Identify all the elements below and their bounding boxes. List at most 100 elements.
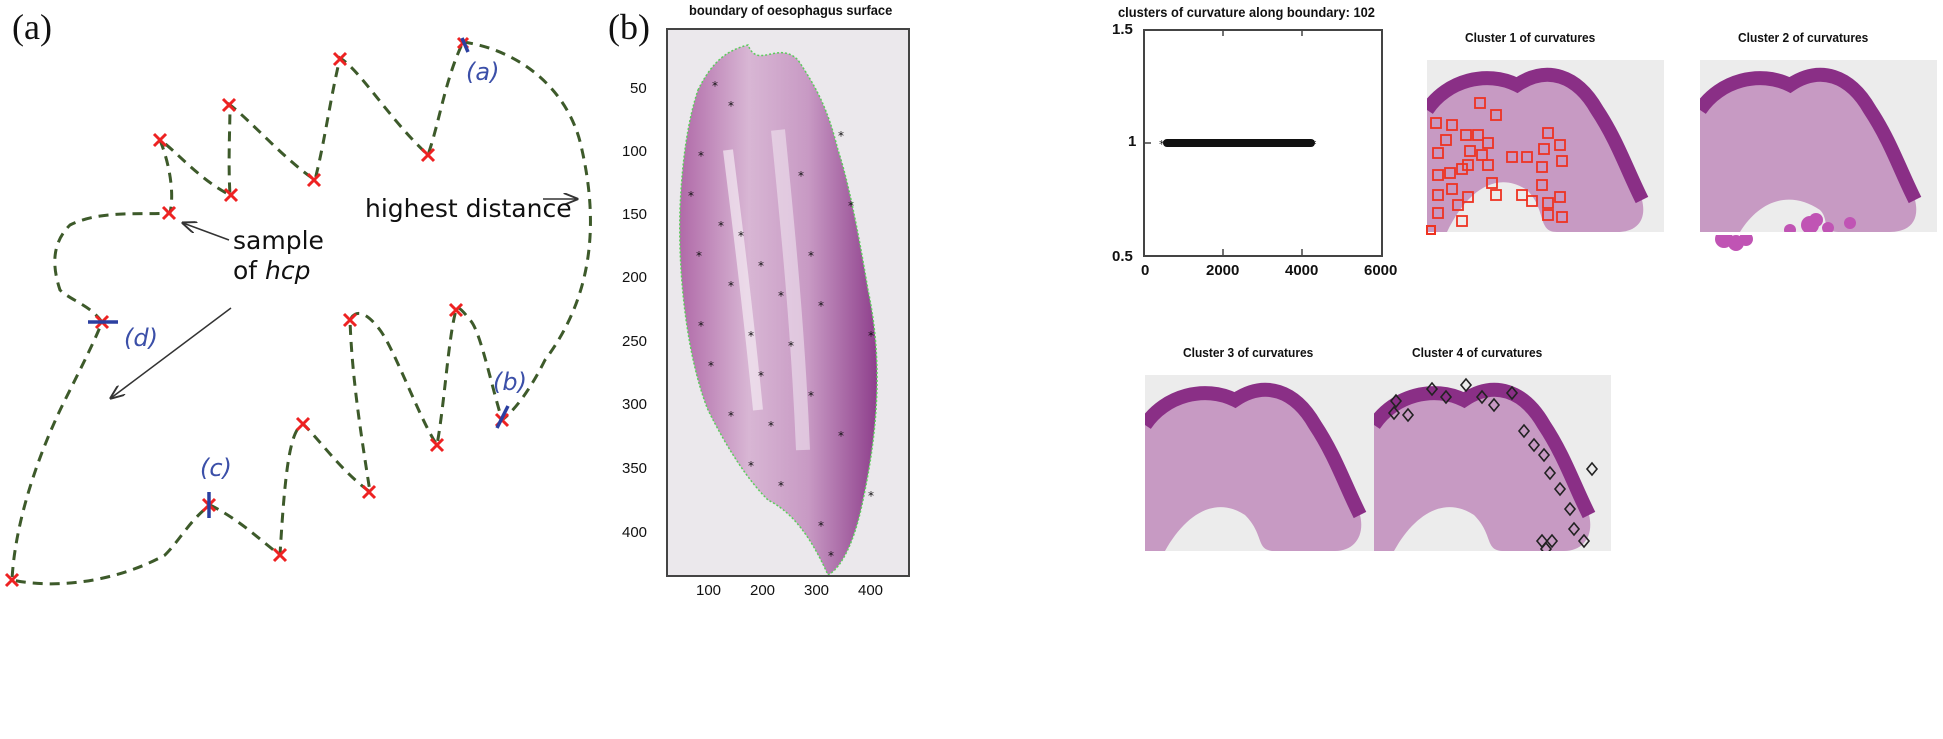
boundary-plot-area: * * * * * * * * * * * * * * * * * * * * * * * * * * * * * *: [666, 28, 910, 577]
hcp-blue-ticks: [88, 37, 510, 518]
cluster-2-title: Cluster 2 of curvatures: [1738, 30, 1869, 45]
svg-text:*: *: [1159, 138, 1165, 151]
scatter-plot-area: * *: [1143, 29, 1383, 257]
svg-text:*: *: [728, 409, 734, 423]
cross-marker-icon: [272, 547, 288, 563]
boundary-xtick: 300: [804, 582, 830, 599]
boundary-ytick: 150: [622, 206, 648, 223]
svg-text:*: *: [728, 279, 734, 293]
hcp-arrow-upper: [183, 223, 230, 241]
cross-marker-icon: [161, 205, 177, 221]
cross-marker-icon: [332, 51, 348, 67]
sample-text: sample: [233, 226, 324, 255]
cross-marker-icon: [306, 172, 322, 188]
svg-text:*: *: [818, 299, 824, 313]
red-square-marker-icon: [1426, 225, 1436, 235]
scatter-points: * *: [1145, 31, 1317, 255]
svg-text:*: *: [848, 199, 854, 213]
svg-text:*: *: [768, 419, 774, 433]
svg-text:*: *: [698, 319, 704, 333]
svg-text:*: *: [778, 479, 784, 493]
svg-text:*: *: [788, 339, 794, 353]
cluster-3-title: Cluster 3 of curvatures: [1183, 345, 1314, 360]
point-label-b: (b): [493, 368, 527, 396]
cross-marker-icon: [295, 416, 311, 432]
scatter-xtick: 6000: [1364, 262, 1398, 279]
scatter-ytick: 1.5: [1112, 21, 1133, 38]
boundary-ytick: 50: [630, 80, 647, 97]
boundary-ytick: 100: [622, 143, 648, 160]
svg-text:*: *: [758, 369, 764, 383]
boundary-curve-diagram: [4, 36, 592, 588]
panel-b-label: (b): [608, 7, 650, 47]
svg-text:*: *: [696, 249, 702, 263]
svg-text:*: *: [818, 519, 824, 533]
svg-text:*: *: [828, 549, 834, 563]
cluster-3-image: [1145, 375, 1382, 551]
scatter-xtick: 0: [1141, 262, 1150, 279]
scatter-xtick: 4000: [1285, 262, 1319, 279]
boundary-xtick: 400: [858, 582, 884, 599]
red-square-markers: [1430, 97, 1568, 227]
boundary-ytick: 400: [622, 524, 648, 541]
blue-tick-b: [495, 405, 510, 429]
svg-text:*: *: [708, 359, 714, 373]
tissue-region: [679, 44, 878, 575]
hcp-arrow-lower: [111, 307, 232, 398]
scatter-ytick: 0.5: [1112, 248, 1133, 265]
tissue-image: * * * * * * * * * * * * * * * * * * * * * * * * * * * * * *: [679, 44, 878, 575]
svg-text:*: *: [808, 249, 814, 263]
dashed-boundary-curve: [10, 40, 592, 586]
cross-marker-icon: [420, 147, 436, 163]
cluster-1-image: [1427, 60, 1664, 232]
cross-marker-icon: [152, 132, 168, 148]
svg-text:*: *: [738, 229, 744, 243]
svg-text:*: *: [838, 429, 844, 443]
svg-text:*: *: [712, 79, 718, 93]
svg-text:*: *: [688, 189, 694, 203]
cluster-4-image: [1374, 375, 1611, 551]
point-label-a: (a): [466, 58, 500, 86]
svg-text:*: *: [778, 289, 784, 303]
point-label-d: (d): [124, 324, 158, 352]
cross-marker-icon: [342, 312, 358, 328]
cluster-2-overflow-dots: [1712, 230, 1772, 260]
cross-marker-icon: [4, 572, 20, 588]
svg-text:*: *: [698, 149, 704, 163]
cross-marker-icon: [361, 484, 377, 500]
svg-text:*: *: [728, 99, 734, 113]
svg-text:*: *: [868, 489, 874, 503]
black-diamond-markers: [1387, 377, 1599, 551]
of-hcp-text: of hcp: [233, 256, 311, 285]
panel-a-label: (a): [12, 7, 52, 47]
svg-text:*: *: [758, 259, 764, 273]
boundary-ytick: 250: [622, 333, 648, 350]
boundary-plot-title: boundary of oesophagus surface: [689, 2, 893, 18]
boundary-xtick: 200: [750, 582, 776, 599]
svg-text:*: *: [748, 329, 754, 343]
boundary-ytick: 200: [622, 269, 648, 286]
sample-of-hcp-label: sample of hcp: [233, 226, 324, 286]
boundary-xtick: 100: [696, 582, 722, 599]
cross-marker-icon: [448, 302, 464, 318]
cross-marker-icon: [429, 437, 445, 453]
point-label-c: (c): [200, 454, 232, 482]
scatter-plot-title: clusters of curvature along boundary: 10…: [1118, 4, 1375, 20]
svg-text:*: *: [718, 219, 724, 233]
cluster-1-title: Cluster 1 of curvatures: [1465, 30, 1596, 45]
svg-text:*: *: [868, 329, 874, 343]
scatter-xtick: 2000: [1206, 262, 1240, 279]
cluster-2-image: [1700, 60, 1937, 232]
cross-markers: [4, 36, 510, 588]
svg-text:*: *: [748, 459, 754, 473]
boundary-ytick: 350: [622, 460, 648, 477]
blue-tick-a: [460, 37, 470, 53]
scatter-ytick: 1: [1128, 133, 1137, 150]
svg-text:*: *: [1311, 138, 1317, 151]
svg-text:*: *: [808, 389, 814, 403]
highest-distance-label: highest distance: [365, 194, 572, 223]
cross-marker-icon: [223, 187, 239, 203]
curvature-points: * * * * * * * * * * * * * * * * * * * * * * * * * * * * * *: [688, 79, 874, 563]
boundary-ytick: 300: [622, 396, 648, 413]
svg-text:*: *: [838, 129, 844, 143]
